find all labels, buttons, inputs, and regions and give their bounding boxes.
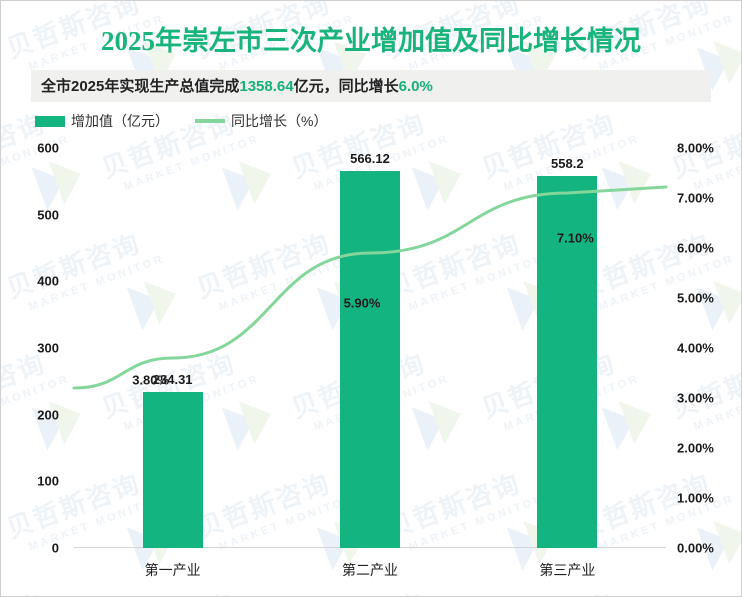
y-axis-right-tick: 5.00% <box>677 290 714 306</box>
subtitle-summary: 全市2025年实现生产总值完成1358.64亿元，同比增长6.0% <box>31 70 711 102</box>
legend-item-bar[interactable]: 增加值（亿元） <box>35 111 169 131</box>
bar[interactable] <box>142 391 203 548</box>
chart-header: 2025年崇左市三次产业增加值及同比增长情况 全市2025年实现生产总值完成13… <box>1 1 741 131</box>
line-point-label: 3.80% <box>132 372 170 388</box>
bar[interactable] <box>537 175 598 548</box>
bar-group: 566.12 <box>271 148 468 548</box>
legend-item-label: 增加值（亿元） <box>71 113 169 129</box>
legend-line-swatch-icon <box>195 119 225 123</box>
x-axis-tick: 第三产业 <box>539 564 596 579</box>
y-axis-right-tick: 4.00% <box>677 340 714 356</box>
y-axis-right-tick: 0.00% <box>677 540 714 556</box>
legend-bar-swatch-icon <box>35 115 65 127</box>
x-axis-tick: 第二产业 <box>342 564 398 579</box>
subtitle-prefix: 全市2025年实现生产总值完成 <box>41 78 240 95</box>
y-axis-right-tick: 1.00% <box>677 490 714 506</box>
plot-area: 234.31 566.12 558.2 3.80% 5.90% 7.10% <box>72 148 668 548</box>
growth-line[interactable] <box>72 185 668 390</box>
y-axis-left-tick: 100 <box>37 473 59 489</box>
y-axis-left-tick: 300 <box>37 340 59 356</box>
bar-group: 234.31 <box>74 148 271 548</box>
y-axis-right-tick: 6.00% <box>677 240 714 256</box>
y-axis-right-tick: 7.00% <box>677 190 714 206</box>
y-axis-left-tick: 400 <box>37 273 59 289</box>
y-axis-right: 0.00% 1.00% 2.00% 3.00% 4.00% 5.00% 6.00% 7.00%… <box>669 141 741 556</box>
bar-value-label: 566.12 <box>350 150 390 166</box>
line-series <box>72 185 668 390</box>
y-axis-left-tick: 200 <box>37 407 59 423</box>
x-axis-tick: 第一产业 <box>144 564 201 579</box>
subtitle-middle: 亿元，同比增长 <box>293 78 399 95</box>
subtitle-growth-value: 6.0% <box>398 78 433 95</box>
chart-legend: 增加值（亿元） 同比增长（%） <box>35 111 741 131</box>
y-axis-left-tick: 600 <box>37 140 59 156</box>
legend-item-line[interactable]: 同比增长（%） <box>195 111 327 131</box>
line-point-label: 5.90% <box>343 295 381 311</box>
bar-group: 558.2 <box>469 148 666 548</box>
x-axis: 第一产业 第二产业 第三产业 <box>74 554 666 584</box>
y-axis-left-tick: 500 <box>37 207 59 223</box>
line-point-label: 7.10% <box>556 230 594 246</box>
bar-value-label: 234.31 <box>152 371 193 387</box>
bar-value-label: 558.2 <box>551 155 584 171</box>
legend-item-label: 同比增长（%） <box>231 113 328 129</box>
y-axis-left-tick: 0 <box>51 540 59 556</box>
page-title: 2025年崇左市三次产业增加值及同比增长情况 <box>101 26 641 56</box>
y-axis-right-tick: 8.00% <box>677 140 714 156</box>
subtitle-total-value: 1358.64 <box>239 78 294 95</box>
bar-series: 234.31 566.12 558.2 <box>74 148 666 548</box>
y-axis-right-tick: 3.00% <box>677 390 714 406</box>
y-axis-right-tick: 2.00% <box>677 440 714 456</box>
y-axis-left: 0 100 200 300 400 500 600 <box>1 141 67 556</box>
bar[interactable] <box>339 170 400 548</box>
